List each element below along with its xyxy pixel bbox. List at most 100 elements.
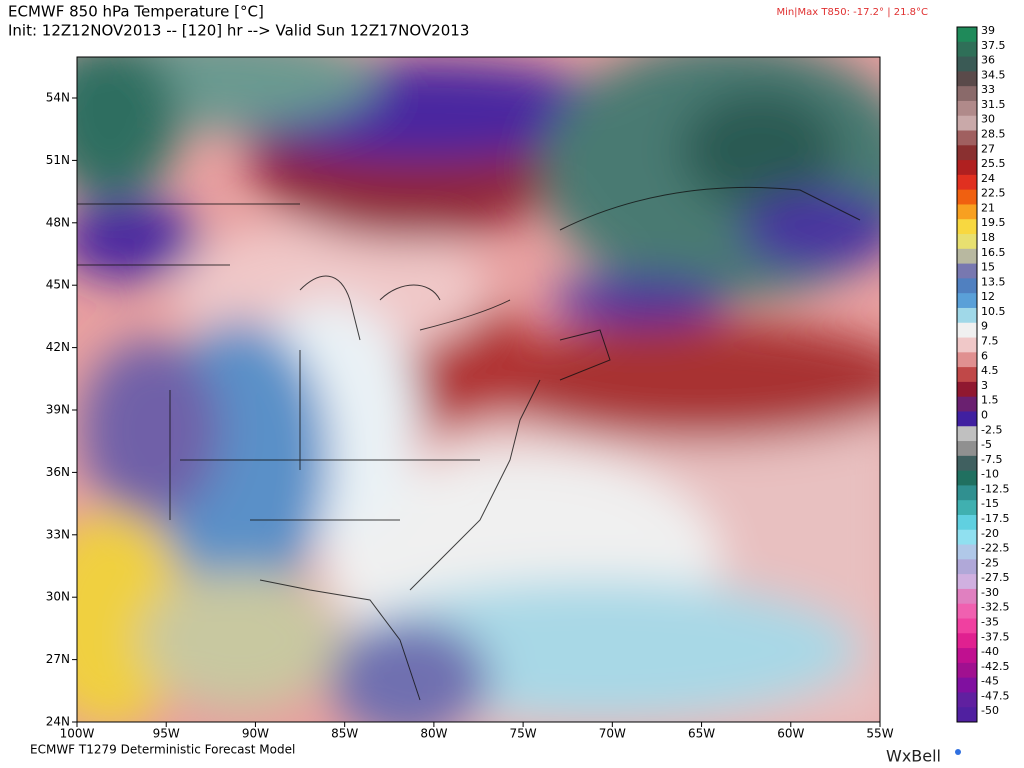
colorbar-swatch: [957, 574, 977, 590]
colorbar-swatch: [957, 86, 977, 102]
colorbar-label: -12.5: [981, 482, 1009, 495]
colorbar-label: -27.5: [981, 571, 1009, 584]
lon-label: 75W: [510, 727, 537, 741]
colorbar-swatch: [957, 648, 977, 664]
colorbar-swatch: [957, 662, 977, 679]
colorbar-label: -32.5: [981, 601, 1009, 614]
lon-label: 70W: [599, 727, 626, 741]
colorbar-label: 30: [981, 113, 995, 126]
lon-label: 90W: [242, 727, 269, 741]
colorbar-swatch: [957, 234, 977, 250]
colorbar-swatch: [957, 100, 977, 117]
logo: WxBell: [886, 747, 941, 766]
lat-label: 45N: [46, 278, 70, 292]
lat-label: 33N: [46, 527, 70, 541]
colorbar-swatch: [957, 27, 977, 43]
colorbar-swatch: [957, 189, 977, 205]
colorbar-swatch: [957, 219, 977, 235]
colorbar-label: -47.5: [981, 689, 1009, 702]
lat-label: 30N: [46, 590, 70, 604]
colorbar-label: 4.5: [981, 364, 999, 377]
colorbar-label: -20: [981, 527, 999, 540]
colorbar-label: 21: [981, 201, 995, 214]
colorbar-label: 9: [981, 320, 988, 333]
colorbar-label: -37.5: [981, 630, 1009, 643]
colorbar-swatch: [957, 263, 977, 279]
colorbar-label: -25: [981, 556, 999, 569]
colorbar-label: 33: [981, 83, 995, 96]
colorbar-label: 16.5: [981, 246, 1006, 259]
colorbar-label: -22.5: [981, 542, 1009, 555]
colorbar-swatch: [957, 41, 977, 58]
colorbar-label: 19.5: [981, 216, 1006, 229]
colorbar-swatch: [957, 278, 977, 294]
colorbar-swatch: [957, 307, 977, 324]
colorbar-swatch: [957, 544, 977, 560]
colorbar-label: -30: [981, 586, 999, 599]
footer-model: ECMWF T1279 Deterministic Forecast Model: [30, 743, 295, 757]
lat-label: 42N: [46, 340, 70, 354]
colorbar-label: -5: [981, 438, 992, 451]
lon-label: 100W: [60, 727, 95, 741]
colorbar-swatch: [957, 160, 977, 176]
colorbar-label: -35: [981, 615, 999, 628]
lon-label: 95W: [153, 727, 180, 741]
colorbar-swatch: [957, 707, 977, 723]
colorbar-swatch: [957, 248, 977, 265]
colorbar-swatch: [957, 293, 977, 309]
colorbar-swatch: [957, 396, 977, 412]
colorbar-swatch: [957, 352, 977, 368]
colorbar-swatch: [957, 618, 977, 634]
colorbar-frame: [956, 26, 978, 723]
colorbar-label: 10.5: [981, 305, 1006, 318]
colorbar-swatch: [957, 514, 977, 531]
colorbar-swatch: [957, 174, 977, 191]
lat-label: 39N: [46, 403, 70, 417]
minmax: Min|Max T850: -17.2° | 21.8°C: [776, 7, 928, 18]
colorbar-label: 12: [981, 290, 995, 303]
map-frame: [76, 56, 881, 723]
temperature-field: [77, 57, 880, 722]
lat-label: 51N: [46, 153, 70, 167]
colorbar-label: 1.5: [981, 394, 999, 407]
colorbar-label: -42.5: [981, 660, 1009, 673]
lat-label: 48N: [46, 215, 70, 229]
colorbar-label: 0: [981, 408, 988, 421]
colorbar-label: 37.5: [981, 39, 1006, 52]
colorbar-swatch: [957, 204, 977, 220]
lat-label: 24N: [46, 715, 70, 729]
lon-label: 60W: [777, 727, 804, 741]
colorbar-swatch: [957, 559, 977, 575]
colorbar-label: 15: [981, 261, 995, 274]
colorbar-swatch: [957, 455, 977, 472]
colorbar-label: 36: [981, 54, 995, 67]
colorbar-label: -40: [981, 645, 999, 658]
colorbar-swatch: [957, 71, 977, 87]
colorbar-swatch: [957, 529, 977, 546]
lon-label: 80W: [420, 727, 447, 741]
colorbar-label: -15: [981, 497, 999, 510]
colorbar-label: 7.5: [981, 335, 999, 348]
colorbar-label: 3: [981, 379, 988, 392]
colorbar-label: 28.5: [981, 128, 1006, 141]
colorbar-swatch: [957, 337, 977, 353]
colorbar-swatch: [957, 381, 977, 398]
colorbar-swatch: [957, 500, 977, 516]
lat-label: 54N: [46, 91, 70, 105]
colorbar-swatch: [957, 411, 977, 427]
colorbar-label: -50: [981, 704, 999, 717]
lon-label: 65W: [688, 727, 715, 741]
colorbar-label: 6: [981, 349, 988, 362]
colorbar-label: 13.5: [981, 275, 1006, 288]
colorbar-swatch: [957, 367, 977, 383]
colorbar-swatch: [957, 145, 977, 161]
colorbar-label: -10: [981, 468, 999, 481]
colorbar-label: 34.5: [981, 68, 1006, 81]
colorbar-swatch: [957, 633, 977, 649]
colorbar-label: 25.5: [981, 157, 1006, 170]
colorbar-label: 27: [981, 142, 995, 155]
lon-label: 85W: [331, 727, 358, 741]
colorbar-label: -45: [981, 675, 999, 688]
colorbar-swatch: [957, 322, 977, 339]
